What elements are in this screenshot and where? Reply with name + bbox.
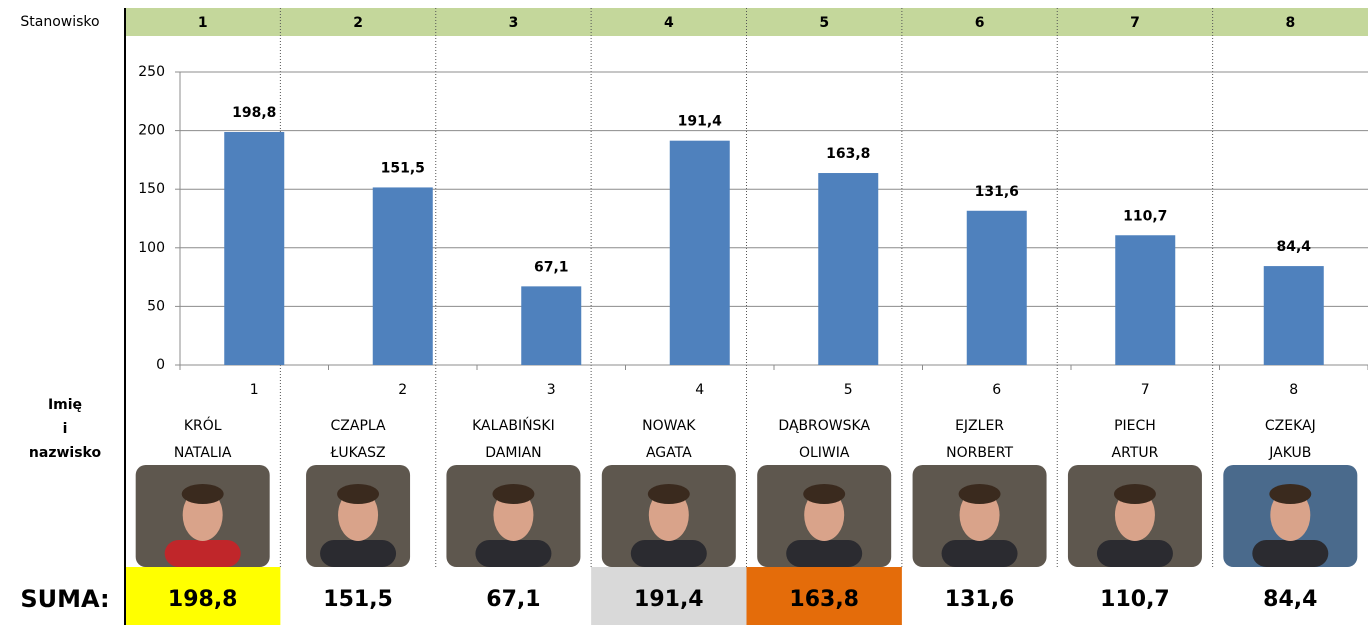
header-cell: 4 [664,15,674,31]
value-label: 191,4 [678,114,723,130]
bar [224,132,284,365]
photo-shoulders [942,540,1018,567]
y-tick-label: 0 [156,357,165,373]
x-tick-label: 5 [844,382,853,398]
person-name: NATALIA [174,445,232,461]
photo [136,465,270,567]
header-cell: 8 [1285,15,1295,31]
x-tick-label: 6 [992,382,1001,398]
photo-hair [959,484,1001,504]
x-tick-label: 8 [1289,382,1298,398]
sum-value: 151,5 [323,587,393,612]
y-tick-label: 50 [147,298,165,314]
photo-hair [1269,484,1311,504]
value-label: 151,5 [381,160,425,176]
person-name: ŁUKASZ [330,445,386,461]
header-cell: 1 [198,15,208,31]
sum-value: 84,4 [1263,587,1317,612]
photo-hair [182,484,224,504]
photo-hair [492,484,534,504]
name-label: Imię [48,397,82,413]
photo-shoulders [165,540,241,567]
bar [521,286,581,365]
y-tick-label: 150 [138,181,165,197]
value-label: 163,8 [826,146,870,162]
value-label: 67,1 [534,259,569,275]
photo [602,465,736,567]
y-tick-label: 200 [138,123,165,139]
header-cell: 5 [819,15,829,31]
photo-shoulders [1252,540,1328,567]
person-name: PIECH [1114,418,1156,434]
sum-value: 163,8 [789,587,859,612]
person-name: AGATA [646,445,692,461]
header-band [125,8,1368,36]
y-tick-label: 250 [138,64,165,80]
x-tick-label: 3 [547,382,556,398]
header-cell: 2 [353,15,363,31]
x-tick-label: 4 [695,382,704,398]
value-label: 110,7 [1123,208,1167,224]
photo-hair [803,484,845,504]
bar [670,141,730,365]
x-tick-label: 1 [250,382,259,398]
x-tick-label: 2 [398,382,407,398]
person-name: DAMIAN [485,445,541,461]
photo-hair [648,484,690,504]
y-tick-label: 100 [138,240,165,256]
value-label: 131,6 [975,184,1019,200]
sheet: Stanowisko SUMA: 1 2 3 4 5 6 7 8 0 50 100 150 200 250… [0,0,1368,625]
sum-label: SUMA: [20,585,109,613]
person-name: KRÓL [184,416,222,434]
photo-shoulders [631,540,707,567]
photo-hair [1114,484,1156,504]
photo [757,465,891,567]
bar [1115,235,1175,365]
person-name: KALABIŃSKI [472,416,555,434]
photo-shoulders [1097,540,1173,567]
person-name: CZAPLA [331,418,387,434]
photo-hair [337,484,379,504]
photo-shoulders [475,540,551,567]
sum-value: 191,4 [634,587,704,612]
sum-value: 110,7 [1100,587,1170,612]
photo [913,465,1047,567]
photo-shoulders [320,540,396,567]
value-label: 84,4 [1276,239,1311,255]
value-label: 198,8 [232,105,276,121]
person-name: NOWAK [642,418,696,434]
x-tick-label: 7 [1141,382,1150,398]
person-name: DĄBROWSKA [778,418,870,434]
header-cell: 3 [509,15,519,31]
photo [446,465,580,567]
bar [1264,266,1324,365]
header-label: Stanowisko [20,14,99,30]
name-label: i [63,421,68,437]
photo [1068,465,1202,567]
name-label: nazwisko [29,445,102,461]
person-name: ARTUR [1112,445,1159,461]
bar [967,211,1027,365]
person-name: JAKUB [1268,445,1311,461]
sum-value: 67,1 [486,587,540,612]
person-name: NORBERT [946,445,1013,461]
bar [373,187,433,365]
photo [306,465,410,567]
person-name: OLIWIA [799,445,850,461]
header-cell: 7 [1130,15,1140,31]
person-name: EJZLER [955,418,1004,434]
bar [818,173,878,365]
sum-value: 131,6 [945,587,1015,612]
photo-shoulders [786,540,862,567]
header-cell: 6 [975,15,985,31]
photo [1223,465,1357,567]
sum-value: 198,8 [168,587,238,612]
person-name: CZEKAJ [1265,418,1316,434]
